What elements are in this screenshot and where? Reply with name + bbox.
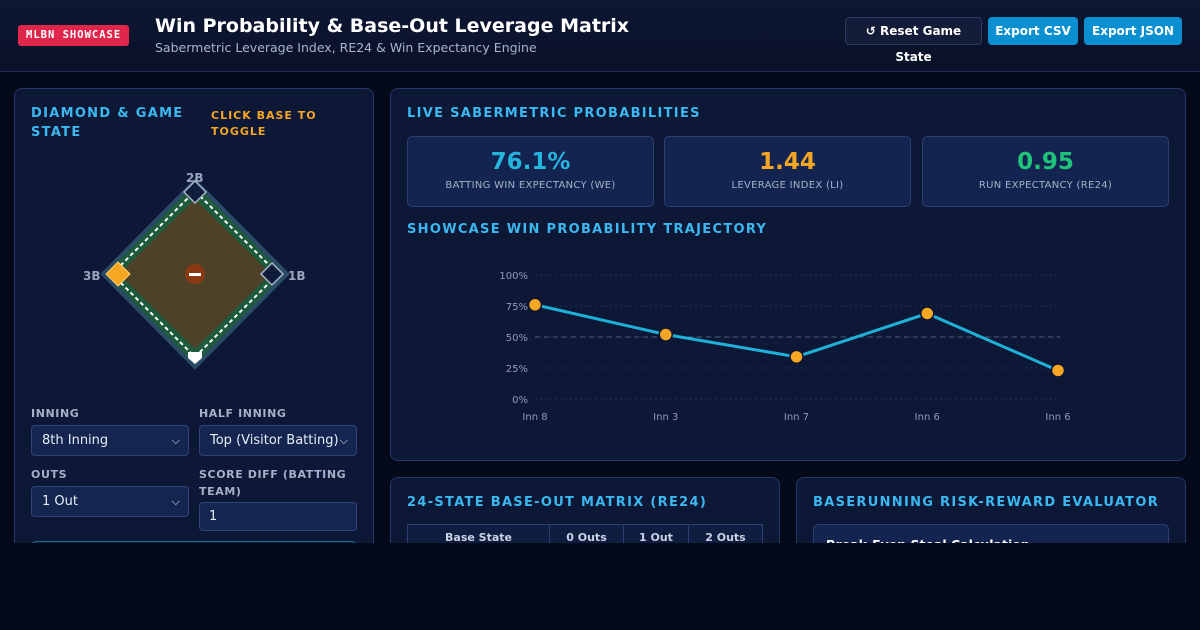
outs-label: OUTS [31,468,68,481]
y-tick-label: 75% [506,302,528,313]
win-expectancy-value: 76.1% [490,149,571,175]
third-base-occupied[interactable] [105,261,131,287]
score-diff-label: SCORE DIFF (BATTING TEAM) [199,468,347,498]
trajectory-title: SHOWCASE WIN PROBABILITY TRAJECTORY [407,222,768,237]
showcase-badge: MLBN SHOWCASE [18,25,130,46]
chevron-down-icon: ⌵ [339,434,348,447]
data-point [920,306,935,321]
pitchers-rubber [189,273,201,276]
chevron-down-icon: ⌵ [171,434,180,447]
y-tick-label: 25% [506,364,528,375]
x-tick-label: Inn 6 [915,412,940,423]
page-subtitle: Sabermetric Leverage Index, RE24 & Win E… [155,40,537,55]
leverage-index-card: 1.44 LEVERAGE INDEX (LI) [664,136,911,207]
x-tick-label: Inn 7 [784,412,809,423]
data-point [789,349,804,365]
first-base-label: 1B [288,269,306,283]
win-expectancy-card: 76.1% BATTING WIN EXPECTANCY (WE) [407,136,654,207]
first-base[interactable] [259,261,285,287]
win-probability-chart: 100% 75% 50% 25% 0% Inn 8 Inn 3 Inn 7 Inn 6 Inn 6 [499,271,1070,423]
chevron-down-icon: ⌵ [171,495,180,508]
y-tick-label: 100% [499,271,528,282]
page-fold [0,543,1200,630]
win-expectancy-label: BATTING WIN EXPECTANCY (WE) [445,180,616,191]
inning-label: INNING [31,407,80,420]
risk-title: BASERUNNING RISK-REWARD EVALUATOR [813,495,1160,510]
y-tick-label: 0% [512,395,528,406]
run-expectancy-value: 0.95 [1017,149,1074,175]
app-header: MLBN SHOWCASE Win Probability & Base-Out… [0,0,1200,72]
data-point [527,297,543,313]
half-inning-label: HALF INNING [199,407,287,420]
page-title: Win Probability & Base-Out Leverage Matr… [155,15,630,37]
diamond-game-state-panel: DIAMOND & GAME STATE CLICK BASE TO TOGGL… [14,88,374,568]
half-inning-select[interactable]: Top (Visitor Batting) ⌵ [199,425,357,456]
inning-select[interactable]: 8th Inning ⌵ [31,425,189,456]
reset-game-state-button[interactable]: ↺ Reset Game State [845,17,982,64]
export-csv-button[interactable]: Export CSV [988,17,1078,45]
run-expectancy-label: RUN EXPECTANCY (RE24) [978,180,1113,191]
probabilities-title: LIVE SABERMETRIC PROBABILITIES [407,106,701,121]
x-tick-label: Inn 3 [653,412,678,423]
score-diff-input[interactable]: 1 [199,502,357,531]
y-tick-label: 50% [506,333,528,344]
third-base-label: 3B [83,269,101,283]
x-tick-label: Inn 8 [522,412,547,423]
matrix-title: 24-STATE BASE-OUT MATRIX (RE24) [407,495,708,510]
probabilities-panel: LIVE SABERMETRIC PROBABILITIES 76.1% BAT… [390,88,1186,461]
leverage-index-value: 1.44 [759,149,816,175]
outs-select[interactable]: 1 Out ⌵ [31,486,189,517]
outs-select-value: 1 Out [42,494,78,509]
baseball-diamond [100,178,290,370]
second-base-label: 2B [186,171,204,185]
home-plate [188,352,202,364]
data-point [1050,363,1066,378]
diamond-panel-title: DIAMOND & GAME STATE [31,106,184,140]
x-tick-label: Inn 6 [1045,412,1070,423]
data-point [658,327,673,342]
export-json-button[interactable]: Export JSON [1084,17,1182,45]
leverage-index-label: LEVERAGE INDEX (LI) [731,180,844,191]
run-expectancy-card: 0.95 RUN EXPECTANCY (RE24) [922,136,1169,207]
second-base[interactable] [182,179,208,205]
half-inning-select-value: Top (Visitor Batting) [210,433,339,448]
toggle-hint: CLICK BASE TO TOGGLE [211,109,317,138]
inning-select-value: 8th Inning [42,433,109,448]
